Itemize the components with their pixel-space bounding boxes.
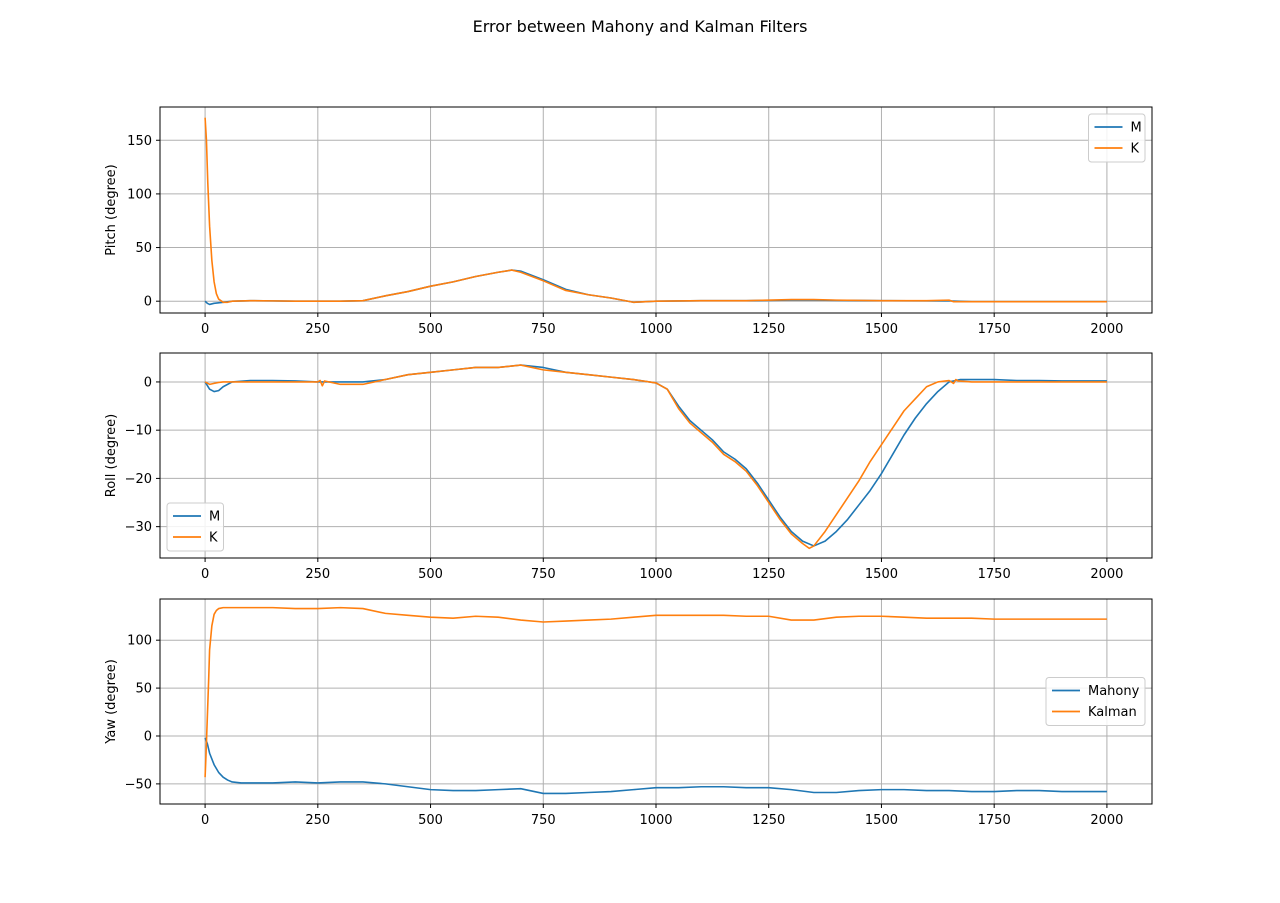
yaw-series-mahony-line xyxy=(204,737,1107,795)
pitch-legend-label-m: M xyxy=(1131,121,1142,136)
pitch-ytick-label-3: 150 xyxy=(127,134,152,149)
roll-ytick-label-2: −20 xyxy=(125,472,152,487)
yaw-xtick-label-2: 500 xyxy=(418,813,443,828)
yaw-subplot: 0 250 500 750 1000 1250 1500 1750 2000100500−50Y… xyxy=(104,598,1153,828)
roll-xtick-label-2: 500 xyxy=(418,567,443,582)
pitch-ylabel: Pitch (degree) xyxy=(104,164,119,255)
pitch-xtick-label-2: 500 xyxy=(418,322,443,337)
pitch-xtick-label-0: 0 xyxy=(201,322,209,337)
roll-xtick-label-1: 250 xyxy=(305,567,330,582)
roll-xtick-label-6: 1500 xyxy=(865,567,898,582)
yaw-series-kalman-line xyxy=(204,606,1107,778)
yaw-xtick-label-7: 1750 xyxy=(978,813,1011,828)
yaw-xtick-label-1: 250 xyxy=(305,813,330,828)
yaw-ytick-label-2: 0 xyxy=(144,729,152,744)
yaw-legend: Mahony Kalman xyxy=(1045,677,1146,726)
figure-title: Error between Mahony and Kalman Filters xyxy=(473,17,808,36)
roll-xtick-label-4: 1000 xyxy=(639,567,672,582)
pitch-legend-label-k: K xyxy=(1131,142,1140,157)
pitch-legend: MK xyxy=(1088,113,1146,163)
roll-ytick-label-0: 0 xyxy=(144,375,152,390)
roll-series-k-line xyxy=(204,364,1107,550)
pitch-xtick-label-1: 250 xyxy=(305,322,330,337)
roll-ytick-label-3: −30 xyxy=(125,520,152,535)
yaw-xtick-label-6: 1500 xyxy=(865,813,898,828)
roll-ylabel: Roll (degree) xyxy=(104,414,119,497)
roll-xtick-label-3: 750 xyxy=(531,567,556,582)
pitch-ytick-label-1: 50 xyxy=(135,241,152,256)
yaw-legend-label-kalman: Kalman xyxy=(1088,705,1137,720)
pitch-ytick-label-2: 100 xyxy=(127,187,152,202)
pitch-series-k-line xyxy=(204,117,1107,304)
yaw-legend-frame xyxy=(1045,677,1146,726)
roll-ytick-label-1: −10 xyxy=(125,424,152,439)
yaw-xtick-label-8: 2000 xyxy=(1090,813,1123,828)
pitch-xtick-label-4: 1000 xyxy=(639,322,672,337)
pitch-xtick-label-6: 1500 xyxy=(865,322,898,337)
yaw-xtick-label-3: 750 xyxy=(531,813,556,828)
pitch-xtick-label-5: 1250 xyxy=(752,322,785,337)
pitch-legend-frame xyxy=(1088,113,1146,163)
pitch-xtick-label-3: 750 xyxy=(531,322,556,337)
yaw-ytick-label-1: 50 xyxy=(135,682,152,697)
pitch-subplot: 0 250 500 750 1000 1250 1500 1750 2000 0 50 100 150 P… xyxy=(104,106,1153,337)
yaw-ylabel: Yaw (degree) xyxy=(104,659,119,745)
roll-xtick-label-7: 1750 xyxy=(978,567,1011,582)
yaw-ytick-label-0: 100 xyxy=(127,634,152,649)
roll-legend-label-k: K xyxy=(209,531,218,546)
roll-legend-frame xyxy=(166,502,224,552)
roll-xtick-label-5: 1250 xyxy=(752,567,785,582)
yaw-ytick-label-3: −50 xyxy=(125,777,152,792)
yaw-legend-label-mahony: Mahony xyxy=(1088,684,1140,699)
roll-subplot: 0 250 500 750 1000 1250 1500 1750 2000 0 −10 −20 −30… xyxy=(104,352,1153,582)
yaw-xtick-label-0: 0 xyxy=(201,813,209,828)
roll-xtick-label-8: 2000 xyxy=(1090,567,1123,582)
roll-legend: MK xyxy=(166,502,224,552)
roll-xtick-label-0: 0 xyxy=(201,567,209,582)
pitch-xtick-label-8: 2000 xyxy=(1090,322,1123,337)
yaw-xtick-label-4: 1000 xyxy=(639,813,672,828)
pitch-ytick-label-0: 0 xyxy=(144,295,152,310)
yaw-xtick-label-5: 1250 xyxy=(752,813,785,828)
roll-legend-label-m: M xyxy=(209,510,220,525)
pitch-xtick-label-7: 1750 xyxy=(978,322,1011,337)
